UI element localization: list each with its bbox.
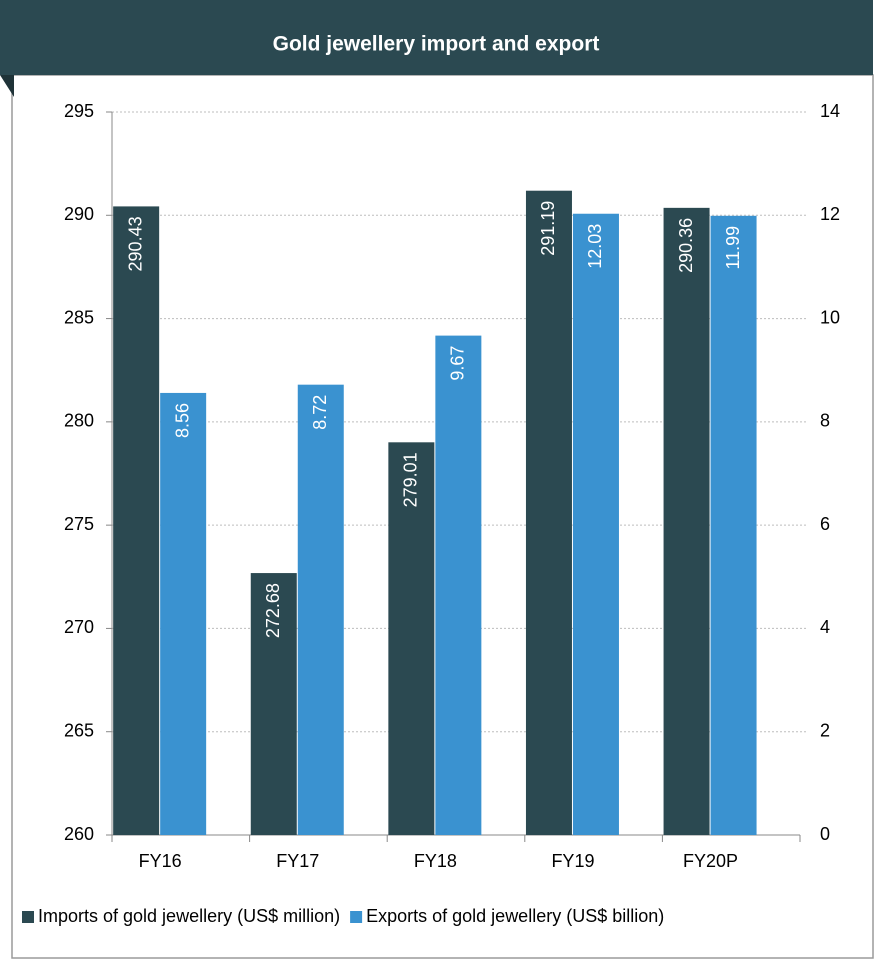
bar xyxy=(710,215,757,836)
x-tick-label: FY16 xyxy=(139,851,182,871)
x-tick-label: FY17 xyxy=(276,851,319,871)
y-tick-label: 285 xyxy=(64,307,94,327)
bar xyxy=(297,384,344,835)
y2-tick-label: 6 xyxy=(820,514,830,534)
legend-label: Imports of gold jewellery (US$ million) xyxy=(38,906,340,926)
value-label: 11.99 xyxy=(723,226,743,270)
y-tick-label: 260 xyxy=(64,824,94,844)
value-label: 290.43 xyxy=(125,216,145,271)
bar xyxy=(160,392,207,835)
value-label: 12.03 xyxy=(585,224,605,269)
chart-title: Gold jewellery import and export xyxy=(273,33,600,56)
bar xyxy=(572,213,619,835)
y-tick-label: 295 xyxy=(64,101,94,121)
y2-tick-label: 14 xyxy=(820,101,840,121)
y2-tick-label: 0 xyxy=(820,824,830,844)
bar xyxy=(525,190,572,835)
x-tick-label: FY18 xyxy=(414,851,457,871)
y-tick-label: 275 xyxy=(64,514,94,534)
bar xyxy=(388,442,435,835)
bar xyxy=(435,335,482,835)
legend-swatch xyxy=(350,911,363,923)
value-label: 290.36 xyxy=(676,218,696,273)
y2-tick-label: 2 xyxy=(820,720,830,740)
bar xyxy=(250,573,297,835)
header-band xyxy=(0,0,873,75)
y2-tick-label: 12 xyxy=(820,204,840,224)
value-label: 279.01 xyxy=(401,452,421,507)
y-tick-label: 280 xyxy=(64,411,94,431)
value-label: 9.67 xyxy=(448,346,468,381)
value-label: 272.68 xyxy=(263,583,283,638)
x-tick-label: FY20P xyxy=(683,851,738,871)
legend-swatch xyxy=(22,911,34,923)
y-tick-label: 270 xyxy=(64,617,94,637)
value-label: 291.19 xyxy=(538,201,558,256)
header-fold xyxy=(0,75,14,97)
x-tick-label: FY19 xyxy=(551,851,594,871)
y2-tick-label: 8 xyxy=(820,411,830,431)
y-tick-label: 290 xyxy=(64,204,94,224)
bar xyxy=(663,207,710,836)
y2-tick-label: 4 xyxy=(820,617,830,637)
y2-tick-label: 10 xyxy=(820,307,840,327)
value-label: 8.72 xyxy=(310,395,330,430)
value-label: 8.56 xyxy=(172,403,192,438)
bar xyxy=(113,206,160,835)
legend-label: Exports of gold jewellery (US$ billion) xyxy=(366,906,664,926)
y-tick-label: 265 xyxy=(64,720,94,740)
